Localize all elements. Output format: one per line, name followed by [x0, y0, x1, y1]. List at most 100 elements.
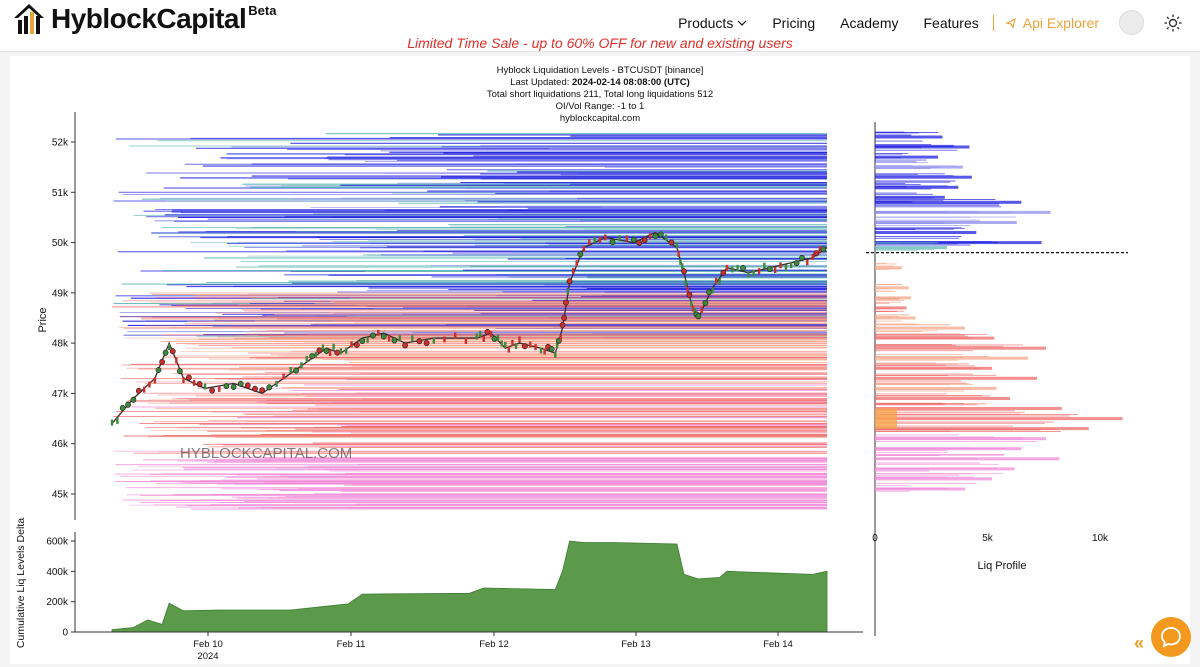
liq-marker: [686, 291, 693, 298]
candle: [593, 237, 596, 244]
candle: [518, 336, 521, 343]
liq-marker: [566, 278, 573, 285]
candle: [818, 246, 821, 253]
profile-bar: [875, 175, 972, 179]
nav-pricing[interactable]: Pricing: [772, 14, 816, 31]
chart-axes: 45k 46k 47k 48k 49k 50k 51k 52k: [52, 112, 76, 520]
candle: [482, 335, 485, 342]
profile-bar: [875, 376, 1037, 380]
price-line: [111, 231, 828, 425]
candle: [464, 337, 468, 344]
candle: [582, 245, 586, 252]
candle: [350, 341, 353, 348]
nav-products-label: Products: [678, 14, 734, 31]
nav-features[interactable]: Features: [923, 14, 979, 31]
profile-axis-label: Liq Profile: [978, 560, 1027, 572]
top-nav: HyblockCapital Beta Products Pricing Aca…: [0, 0, 1200, 52]
liq-marker: [702, 299, 709, 306]
profile-bar: [875, 286, 909, 290]
brand-logo[interactable]: HyblockCapital Beta: [12, 2, 276, 36]
candle: [479, 330, 482, 337]
candle: [763, 262, 766, 269]
theme-toggle-sun-icon[interactable]: [1164, 14, 1182, 32]
candle: [790, 262, 793, 269]
candle: [411, 335, 414, 342]
profile-bar: [875, 231, 977, 234]
liq-marker: [577, 251, 584, 258]
profile-bar: [875, 155, 938, 159]
candle: [731, 266, 734, 273]
liq-marker: [559, 321, 566, 328]
candle: [784, 264, 788, 271]
liq-marker: [657, 231, 664, 238]
last-updated-value: 2024-02-14 08:08:00 (UTC): [572, 77, 690, 88]
date-tick-label: Feb 12: [479, 639, 509, 650]
user-avatar[interactable]: [1119, 10, 1144, 35]
liq-marker: [237, 380, 244, 387]
profile-bar: [875, 397, 1010, 400]
liq-marker: [491, 335, 498, 342]
price-tick-label: 49k: [52, 288, 69, 299]
chat-bubble-icon: [1161, 627, 1181, 648]
candle: [684, 280, 687, 287]
liq-marker: [169, 348, 176, 355]
candle: [182, 377, 185, 384]
chat-button[interactable]: [1151, 617, 1191, 657]
candle: [572, 268, 575, 275]
candle: [175, 357, 178, 364]
candle: [148, 381, 151, 388]
api-explorer-label: Api Explorer: [1022, 14, 1099, 31]
candle: [328, 350, 332, 357]
liq-marker: [695, 313, 702, 320]
collapse-chevrons-icon[interactable]: «: [1134, 633, 1145, 653]
nav-products[interactable]: Products: [678, 15, 747, 31]
candle: [387, 335, 391, 342]
price-series: [110, 231, 1128, 426]
candle: [153, 377, 157, 384]
candle: [588, 239, 591, 245]
profile-bar: [875, 185, 959, 189]
candle: [690, 300, 693, 307]
candle: [575, 260, 578, 267]
nav-api-explorer[interactable]: Api Explorer: [1005, 15, 1099, 31]
nav-academy[interactable]: Academy: [840, 14, 899, 31]
liq-marker: [130, 396, 137, 403]
liq-marker: [636, 239, 643, 246]
candle: [345, 347, 348, 354]
sale-banner[interactable]: Limited Time Sale - up to 60% OFF for ne…: [407, 35, 793, 51]
liq-marker: [359, 337, 366, 344]
liq-marker: [209, 387, 215, 394]
candle: [529, 341, 532, 348]
profile-bar: [875, 386, 997, 390]
candle: [648, 233, 652, 240]
delta-panel: 0 200k 400k 600k Feb 10 Feb 11 Feb 12 Feb 13 Feb…: [46, 532, 863, 650]
candle: [779, 262, 782, 269]
liq-marker: [706, 289, 712, 296]
liq-marker: [380, 333, 387, 340]
candle: [116, 417, 119, 424]
candle: [757, 268, 761, 275]
profile-tick-label: 10k: [1092, 533, 1109, 544]
price-tick-label: 46k: [52, 439, 69, 450]
date-tick-label: Feb 13: [621, 639, 651, 650]
liq-marker: [668, 239, 675, 246]
candle: [432, 337, 435, 344]
profile-bar: [875, 165, 963, 169]
candle: [686, 286, 689, 293]
liq-marker: [423, 340, 430, 346]
delta-tick-label: 600k: [46, 537, 69, 548]
liq-marker: [820, 246, 827, 253]
liq-marker: [159, 358, 165, 365]
delta-area: [111, 540, 828, 633]
profile-tick-label: 5k: [982, 533, 994, 544]
profile-bar: [875, 246, 947, 250]
candle: [398, 335, 401, 342]
candle: [110, 419, 114, 426]
candle: [691, 305, 695, 312]
api-explorer-icon: [1005, 17, 1016, 28]
price-tick-label: 51k: [52, 188, 69, 199]
profile-tick-label: 0: [872, 533, 878, 544]
candle: [443, 336, 446, 343]
hyblock-logo-icon: [14, 4, 44, 34]
